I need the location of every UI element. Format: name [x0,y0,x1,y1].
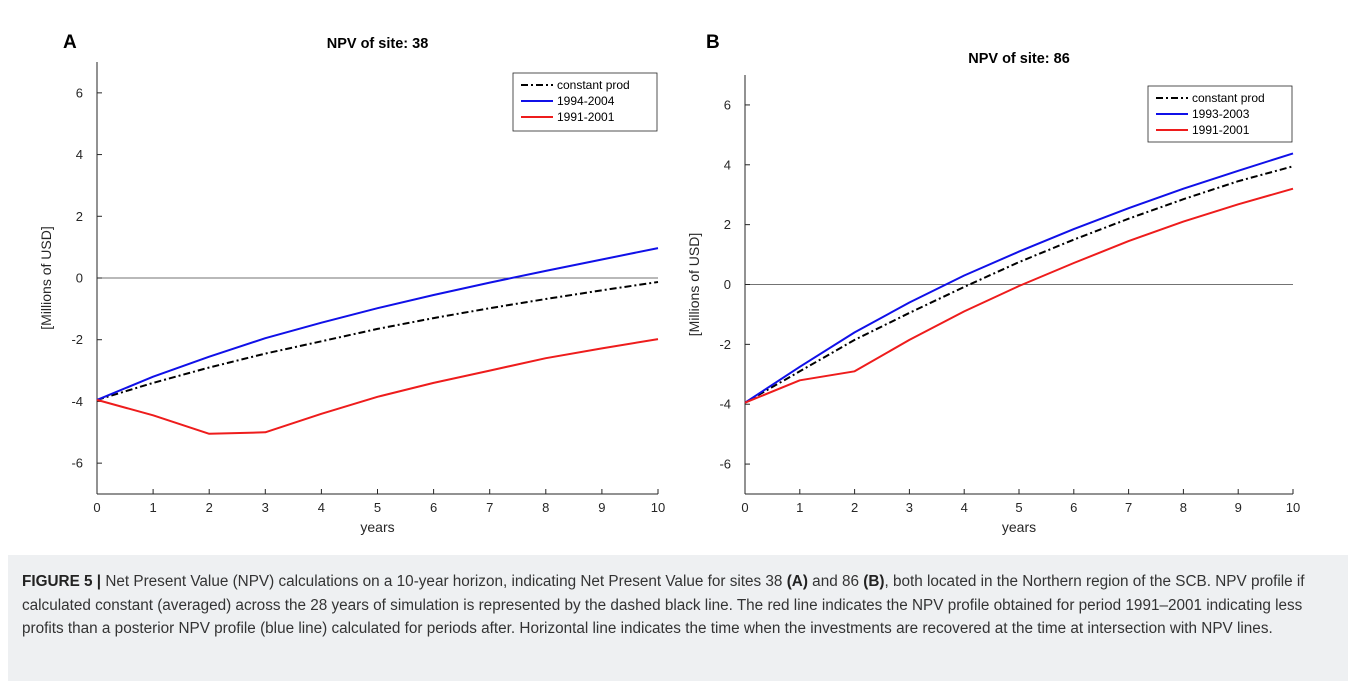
panel-b-y-tick-label: 2 [724,217,731,232]
panel-b-series-line-2 [744,152,1294,404]
panel-b-x-tick-label: 5 [1015,500,1022,515]
panel-b-series-line-1 [744,165,1294,404]
panel-b-x-tick-label: 6 [1070,500,1077,515]
panel-b-x-tick-label: 10 [1286,500,1300,515]
panel-a-y-tick-label: 6 [76,85,83,100]
panel-a-x-tick-label: 6 [430,500,437,515]
panel-b-label: B [706,32,720,53]
panel-a-y-tick-label: 4 [76,147,83,162]
panel-b-y-tick-label: 0 [724,277,731,292]
panel-a-x-tick-label: 10 [651,500,665,515]
panel-b-x-tick-label: 2 [851,500,858,515]
panel-a-series-line-1 [96,281,659,401]
panel-b-x-tick-label: 1 [796,500,803,515]
panel-a-x-tick-label: 4 [318,500,325,515]
panel-b-x-tick-label: 0 [741,500,748,515]
panel-b-series-line-3 [744,187,1294,404]
panel-a-x-tick-label: 8 [542,500,549,515]
panel-b-y-axis-label: [Millions of USD] [686,233,702,336]
panel-a-y-tick-label: -4 [71,394,83,409]
panel-b-y-tick-label: -4 [719,397,731,412]
panel-b-legend-label-1: constant prod [1192,91,1265,105]
panel-a-x-tick-label: 3 [262,500,269,515]
panel-b-y-tick-label: -2 [719,337,731,352]
panel-a-x-axis-label: years [360,519,394,535]
panel-b-x-tick-label: 7 [1125,500,1132,515]
panel-a-x-tick-label: 9 [598,500,605,515]
panel-a-x-tick-label: 7 [486,500,493,515]
npv-charts: A NPV of site: 380 1 2 3 4 5 6 7 8 9 10-6-4-20246ye… [38,32,1300,535]
panel-a-x-tick-label: 5 [374,500,381,515]
panel-a-y-tick-label: 2 [76,209,83,224]
panel-a-legend-label-3: 1991-2001 [557,110,615,124]
panel-a-y-axis-label: [Millions of USD] [38,226,54,329]
panel-a-x-tick-label: 0 [93,500,100,515]
panel-b-legend-label-3: 1991-2001 [1192,123,1250,137]
panel-b-y-tick-label: 4 [724,157,731,172]
caption-label: FIGURE 5 | [22,573,102,590]
caption-ref-a: (A) [786,573,808,590]
caption-ref-b: (B) [863,573,885,590]
panel-a-x-tick-label: 2 [206,500,213,515]
panel-b-y-tick-label: 6 [724,97,731,112]
panel-b-x-axis-label: years [1002,519,1036,535]
panel-b-x-tick-label: 4 [961,500,968,515]
caption-text-3: , both located in the Northern region of… [22,573,1305,637]
caption-text-1: Net Present Value (NPV) calculations on … [101,573,787,590]
panel-a-legend-label-1: constant prod [557,78,630,92]
panel-b-title: NPV of site: 86 [968,51,1070,67]
panel-a-label: A [63,32,77,53]
caption-text-2: and 86 [807,573,864,590]
panel-a-y-tick-label: 0 [76,271,83,286]
panel-b-y-tick-label: -6 [719,457,731,472]
panel-b-x-tick-label: 9 [1235,500,1242,515]
panel-a-title: NPV of site: 38 [327,36,429,52]
panel-a-legend-label-2: 1994-2004 [557,94,615,108]
panel-a-series-line-2 [96,247,659,401]
panel-a-y-tick-label: -2 [71,332,83,347]
panel-b-legend-label-2: 1993-2003 [1192,107,1250,121]
panel-b-x-tick-label: 3 [906,500,913,515]
figure-caption: FIGURE 5 | Net Present Value (NPV) calcu… [8,555,1348,681]
panel-a-y-tick-label: -6 [71,456,83,471]
panel-a-series-line-3 [96,338,659,435]
panel-b-x-tick-label: 8 [1180,500,1187,515]
panel-a-x-tick-label: 1 [149,500,156,515]
